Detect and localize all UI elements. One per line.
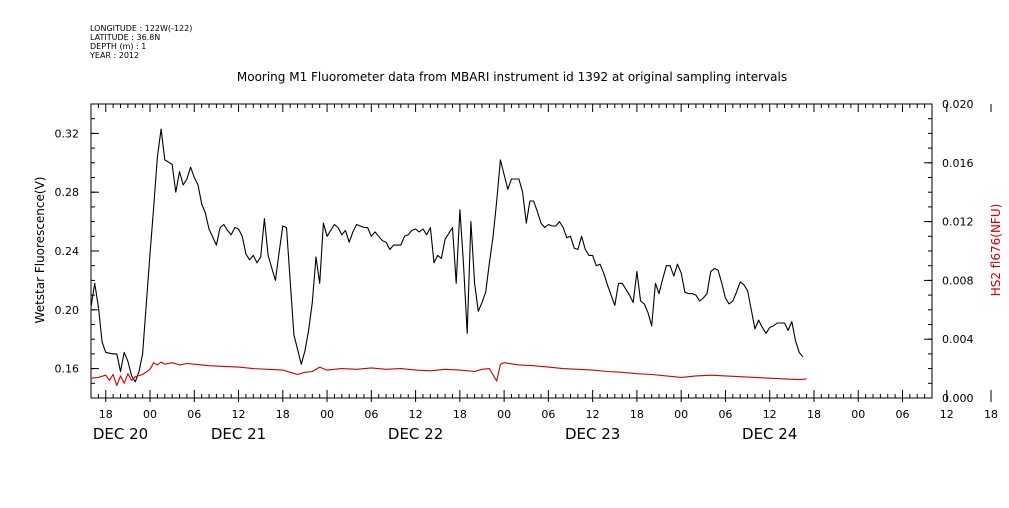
x-tick-label: 12: [409, 408, 423, 421]
series-line-wetstar: [90, 128, 804, 383]
x-tick-label: 18: [807, 408, 821, 421]
y-left-tick-label: 0.20: [55, 304, 80, 317]
y-right-tick-label: 0.012: [942, 216, 974, 229]
x-date-label: DEC 23: [565, 425, 620, 443]
x-tick-label: 12: [586, 408, 600, 421]
y-left-axis-label: Wetstar Fluorescence(V): [33, 177, 47, 324]
y-left-tick-label: 0.28: [55, 186, 80, 199]
series-line-hs2: [90, 361, 807, 387]
meta-depth: DEPTH (m) : 1: [90, 42, 146, 51]
x-tick-label: 06: [541, 408, 555, 421]
x-tick-label: 12: [763, 408, 777, 421]
plot-area: 18 00 06 12 18 00 06 12 18 00 06 12 18 00 06 12 18 00 06 12…: [55, 98, 999, 443]
x-tick-label: 18: [99, 408, 113, 421]
x-date-label: DEC 21: [211, 425, 266, 443]
plot-frame: [90, 103, 933, 399]
meta-year: YEAR : 2012: [89, 51, 139, 60]
meta-latitude: LATITUDE : 36.8N: [90, 33, 160, 42]
y-left-tick-label: 0.32: [55, 127, 80, 140]
x-tick-label: 18: [453, 408, 467, 421]
x-tick-label: 18: [630, 408, 644, 421]
x-date-label: DEC 24: [742, 425, 797, 443]
x-tick-label: 00: [674, 408, 688, 421]
meta-longitude: LONGITUDE : 122W(-122): [90, 24, 192, 33]
y-right-tick-label: 0.000: [942, 392, 974, 405]
x-tick-label: 06: [364, 408, 378, 421]
x-tick-label: 00: [497, 408, 511, 421]
x-tick-label: 00: [851, 408, 865, 421]
chart-title: Mooring M1 Fluorometer data from MBARI i…: [237, 70, 787, 84]
x-date-label: DEC 22: [388, 425, 443, 443]
y-left-tick-label: 0.24: [55, 245, 80, 258]
x-tick-label: 00: [143, 408, 157, 421]
x-tick-label: 06: [718, 408, 732, 421]
y-right-tick-label: 0.020: [942, 98, 974, 111]
y-left-tick-label: 0.16: [55, 363, 80, 376]
y-right-axis-label: HS2 fl676(NFU): [989, 204, 1003, 297]
x-date-label: DEC 20: [93, 425, 148, 443]
metadata-block: LONGITUDE : 122W(-122) LATITUDE : 36.8N …: [89, 24, 192, 60]
y-right-tick-label: 0.004: [942, 333, 974, 346]
x-tick-label: 18: [276, 408, 290, 421]
y-right-tick-label: 0.008: [942, 274, 974, 287]
y-right-tick-label: 0.016: [942, 157, 974, 170]
x-tick-label: 12: [940, 408, 954, 421]
x-tick-label: 06: [187, 408, 201, 421]
x-tick-label: 00: [320, 408, 334, 421]
x-tick-label: 06: [895, 408, 909, 421]
x-tick-label: 12: [232, 408, 246, 421]
x-tick-label: 18: [984, 408, 998, 421]
